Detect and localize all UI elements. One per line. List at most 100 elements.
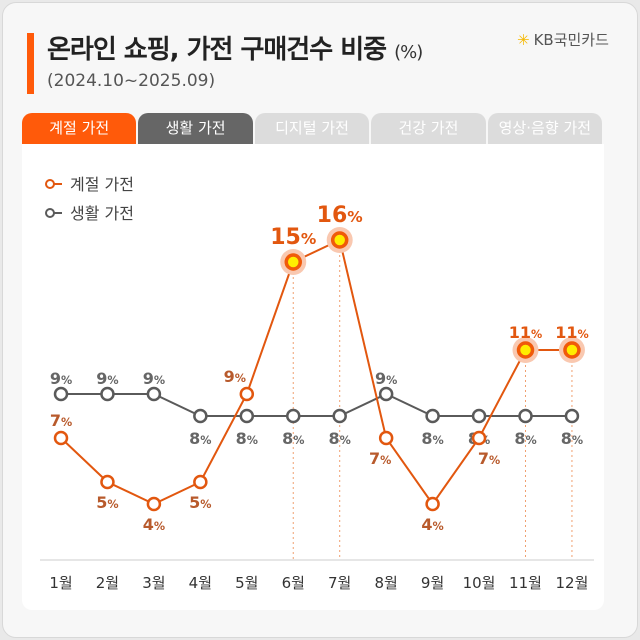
legend-marker [45, 208, 55, 218]
data-label: 8% [329, 429, 351, 448]
x-tick-label: 11월 [509, 574, 542, 592]
data-label: 9% [143, 369, 165, 388]
data-label-unit: % [200, 434, 211, 447]
tab-seasonal[interactable]: 계절 가전 [22, 113, 137, 144]
data-point [516, 341, 535, 359]
data-label-unit: % [433, 520, 444, 533]
data-point [53, 386, 69, 402]
x-tick-label: 9월 [421, 574, 444, 592]
kb-logo: ✳ KB국민카드 [517, 29, 609, 50]
accent-bar [27, 33, 34, 94]
logo-text: KB국민카드 [533, 31, 609, 49]
x-tick-label: 3월 [142, 574, 165, 592]
data-label: 5% [96, 493, 118, 512]
data-label-unit: % [235, 372, 246, 385]
tab-health[interactable]: 건강 가전 [371, 113, 486, 144]
data-point [100, 386, 115, 402]
data-label-unit: % [380, 454, 391, 467]
data-label: 7% [369, 449, 391, 468]
data-label-unit: % [531, 328, 542, 341]
series-line [60, 238, 572, 506]
data-label: 8% [514, 429, 536, 448]
data-point [100, 474, 115, 490]
data-point [378, 386, 394, 402]
data-point [378, 430, 394, 446]
chart-panel [22, 144, 604, 610]
tab-digital[interactable]: 디지털 가전 [254, 113, 370, 144]
data-point [239, 386, 255, 402]
title-text: 온라인 쇼핑, 가전 구매건수 비중 [47, 35, 387, 65]
data-point [284, 253, 302, 271]
data-label-unit: % [572, 434, 583, 447]
tab-av[interactable]: 영상·음향 가전 [487, 113, 603, 144]
data-point [193, 474, 208, 490]
data-label: 8% [189, 429, 211, 448]
data-label: 16% [317, 203, 363, 228]
data-label-unit: % [107, 498, 118, 511]
tab-bar: 계절 가전 생활 가전 디지털 가전 건강 가전 영상·음향 가전 [22, 113, 604, 144]
data-point [146, 386, 162, 402]
data-point [286, 408, 301, 424]
data-point [239, 408, 255, 424]
data-label: 9% [50, 369, 72, 388]
x-tick-label: 10월 [463, 574, 496, 592]
data-label: 4% [421, 515, 443, 534]
data-point [471, 408, 487, 424]
data-label: 4% [143, 515, 165, 534]
legend-marker [45, 179, 55, 189]
x-tick-label: 7월 [328, 574, 351, 592]
data-point [146, 496, 162, 512]
data-label: 11% [509, 323, 542, 342]
data-label: 9% [96, 369, 118, 388]
data-label: 9% [224, 367, 246, 386]
data-label: 7% [50, 411, 72, 430]
subtitle: (2024.10~2025.09) [47, 71, 216, 91]
data-label: 7% [478, 449, 500, 468]
data-label: 8% [421, 429, 443, 448]
x-tick-label: 12월 [556, 574, 589, 592]
data-label-unit: % [293, 434, 304, 447]
data-point [563, 341, 581, 359]
x-tick-label: 8월 [374, 574, 397, 592]
legend-label: 생활 가전 [70, 204, 134, 223]
page-title: 온라인 쇼핑, 가전 구매건수 비중 (%) [47, 29, 423, 66]
data-label: 8% [561, 429, 583, 448]
data-label-unit: % [200, 498, 211, 511]
data-label-unit: % [340, 434, 351, 447]
data-label: 5% [189, 493, 211, 512]
data-point [471, 430, 487, 446]
data-point [330, 231, 349, 249]
data-label-unit: % [61, 416, 72, 429]
data-label: 8% [236, 429, 258, 448]
data-label-unit: % [301, 230, 316, 248]
x-tick-label: 1월 [49, 574, 72, 592]
data-label-unit: % [154, 520, 165, 533]
kb-star-icon: ✳ [517, 30, 530, 49]
series-line [61, 392, 572, 417]
data-label-unit: % [154, 374, 165, 387]
data-label-unit: % [347, 208, 362, 226]
data-label-unit: % [489, 454, 500, 467]
tab-living[interactable]: 생활 가전 [138, 113, 253, 144]
data-label: 11% [555, 323, 588, 342]
data-point [425, 408, 440, 424]
x-tick-label: 5월 [235, 574, 258, 592]
x-tick-label: 2월 [96, 574, 119, 592]
data-label: 9% [375, 369, 397, 388]
data-point [564, 408, 580, 424]
data-label-unit: % [433, 434, 444, 447]
data-point [53, 430, 69, 446]
data-label: 15% [270, 225, 316, 250]
x-tick-label: 4월 [189, 574, 212, 592]
data-label-unit: % [525, 434, 536, 447]
data-label-unit: % [61, 374, 72, 387]
data-label-unit: % [577, 328, 588, 341]
data-point [425, 496, 440, 512]
data-point [332, 408, 347, 424]
data-point [518, 408, 533, 424]
data-label: 8% [282, 429, 304, 448]
legend-label: 계절 가전 [70, 175, 134, 194]
data-point [193, 408, 208, 424]
data-label-unit: % [386, 374, 397, 387]
